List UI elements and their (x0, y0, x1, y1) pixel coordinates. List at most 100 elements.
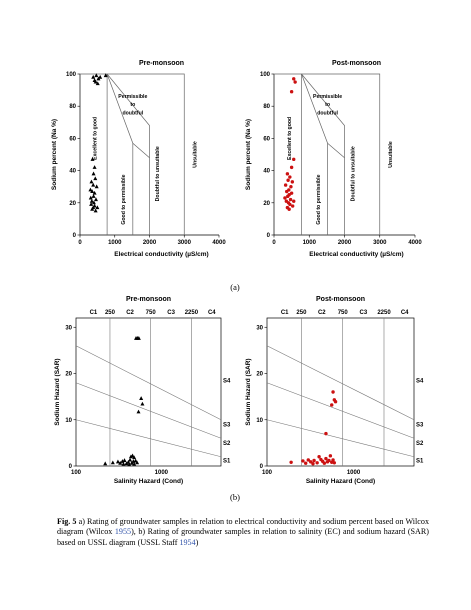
ussl-2-data-point (303, 461, 308, 465)
wilcox-1-data-point (88, 195, 93, 200)
ussl-1-top-class-label: C1 (90, 310, 98, 316)
wilcox-1-data-point (95, 81, 100, 86)
wilcox-1-data-point (92, 190, 97, 195)
wilcox-2-zone-label: Unsuitable (388, 141, 394, 168)
wilcox-2-y-tick-label: 20 (263, 201, 270, 207)
wilcox-2-zone-boundary (274, 73, 381, 235)
ussl-1-right-class-label: S1 (223, 458, 231, 464)
ussl-1-top-class-label: C2 (126, 310, 134, 316)
wilcox-2-data-point (292, 77, 296, 81)
wilcox-2-x-tick-label: 4000 (408, 240, 422, 246)
wilcox-1-x-tick-label: 1000 (108, 240, 122, 246)
wilcox-2-zone-label: doubtful (317, 110, 338, 116)
wilcox-1-zone-label: Good to permissible (121, 174, 127, 224)
wilcox-1-data-point (91, 194, 96, 198)
caption-text-1: a) Rating of groundwater samples in rela… (57, 517, 429, 537)
caption-ref-ussl[interactable]: 1954 (179, 537, 196, 547)
ussl-2-data-point (332, 461, 337, 465)
ussl-2-right-class-label: S3 (416, 422, 424, 428)
ussl-2-y-tick-label: 0 (260, 464, 264, 470)
wilcox-2-y-tick-label: 100 (260, 72, 271, 78)
wilcox-2-data-point (289, 191, 294, 195)
ussl-1-y-tick-label: 0 (69, 464, 73, 470)
wilcox-1-data-point (89, 179, 94, 184)
wilcox-1-y-tick-label: 20 (69, 201, 76, 207)
ussl-1-x-tick-label: 1000 (155, 470, 169, 476)
wilcox-2-data-point (288, 197, 293, 202)
ussl-1-top-class-label: 2250 (185, 310, 199, 316)
wilcox-1-y-axis-label: Sodium percent (Na %) (51, 119, 58, 190)
wilcox-1-data-point (90, 206, 95, 211)
wilcox-1-y-tick-label: 100 (66, 72, 77, 78)
wilcox-2-zone-label: Good to permissible (316, 174, 322, 224)
wilcox-2-data-point (288, 202, 292, 207)
ussl-2-top-class-label: C4 (401, 310, 409, 316)
wilcox-1-zone-label: Excellent to good (93, 117, 99, 160)
ussl-2-data-point (312, 458, 316, 463)
wilcox-1-zone-label: Unsuitable (192, 141, 198, 168)
wilcox-2-x-tick-label: 2000 (338, 240, 352, 246)
ussl-2-top-class-label: 250 (296, 310, 307, 316)
wilcox-2-data-point (289, 90, 294, 94)
wilcox-2-zone-label: Permissible (313, 94, 342, 100)
ussl-2-data-point (317, 455, 321, 459)
ussl-2-y-tick-label: 30 (256, 325, 263, 331)
ussl-2-data-point (327, 458, 331, 463)
wilcox-1-x-tick-label: 0 (78, 240, 82, 246)
wilcox-1-data-point (92, 165, 97, 169)
ussl-1-top-class-label: 750 (146, 310, 157, 316)
ussl-1-right-class-label: S2 (223, 441, 231, 447)
ussl-2-x-tick-label: 1000 (347, 470, 361, 476)
ussl-2-data-point (324, 431, 328, 436)
ussl-1-data-point (122, 458, 127, 462)
ussl-1-top-class-label: C3 (167, 310, 175, 316)
ussl-1-x-tick-label: 100 (71, 470, 82, 476)
ussl-1-right-class-label: S3 (223, 422, 231, 428)
ussl-2-top-class-label: C2 (318, 310, 326, 316)
wilcox-1-zone-label: doubtful (122, 110, 143, 116)
ussl-2-data-point (306, 458, 310, 462)
wilcox-2-y-tick-label: 40 (263, 169, 270, 175)
wilcox-2-zone-boundary (301, 73, 345, 235)
wilcox-2-zone-boundary (327, 142, 345, 158)
wilcox-1-x-tick-label: 4000 (212, 240, 226, 246)
wilcox-1-data-point (94, 184, 99, 189)
ussl-2-data-point (330, 403, 334, 407)
wilcox-2-zone-label: Excellent to good (287, 117, 293, 160)
wilcox-1-y-tick-label: 40 (69, 169, 76, 175)
ussl-1-data-point (103, 461, 108, 466)
wilcox-2-zone-label: to (325, 102, 330, 108)
ussl-2-data-point (311, 461, 315, 466)
wilcox-1-zone-boundary (106, 73, 150, 235)
ussl-1-sar-boundary (75, 419, 222, 458)
wilcox-2-data-point (292, 157, 296, 162)
wilcox-1-data-point (90, 189, 95, 194)
wilcox-1-x-axis-label: Electrical conductivity (µS/cm) (114, 251, 208, 258)
panel-label-a: (a) (230, 282, 240, 292)
figure-caption: Fig. 5 a) Rating of groundwater samples … (57, 517, 429, 548)
ussl-2-right-class-label: S4 (416, 378, 424, 384)
ussl-1-data-point (121, 461, 126, 466)
ussl-1-data-point (140, 401, 145, 406)
caption-fig-label: Fig. 5 (57, 517, 77, 526)
wilcox-1-data-point (90, 157, 95, 161)
wilcox-2-x-tick-label: 1000 (303, 240, 317, 246)
caption-ref-wilcox[interactable]: 1955 (114, 527, 132, 537)
ussl-1-sar-boundary (75, 382, 222, 439)
wilcox-2-zone-label: Doubtful to unsuitable (350, 146, 356, 201)
wilcox-2-data-point (293, 80, 297, 84)
ussl-2-data-point (315, 461, 319, 465)
wilcox-2-x-tick-label: 0 (272, 240, 276, 246)
ussl-1-top-class-label: 250 (105, 310, 116, 316)
ussl-2-sar-boundary (266, 382, 415, 439)
ussl-2-top-class-label: 750 (338, 310, 349, 316)
ussl-2-y-axis-label: Sodium Hazard (SAR) (245, 358, 252, 425)
ussl-1-data-point (136, 409, 141, 414)
wilcox-2-data-point (290, 180, 295, 184)
ussl-1-data-point (132, 461, 137, 466)
wilcox-1-zone-boundary (80, 73, 185, 235)
wilcox-1-x-tick-label: 2000 (143, 240, 157, 246)
wilcox-2-x-axis-label: Electrical conductivity (µS/cm) (309, 251, 403, 258)
wilcox-1-data-point (93, 176, 98, 181)
